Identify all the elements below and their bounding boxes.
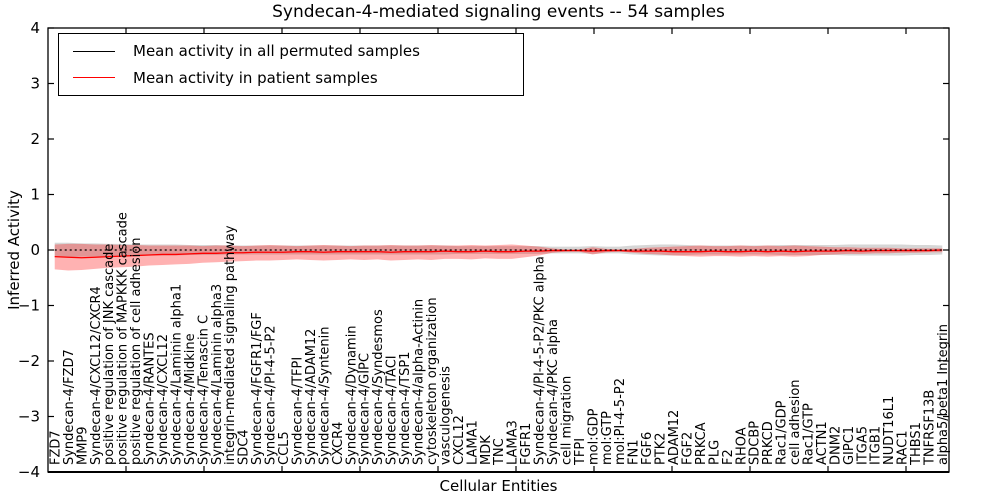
x-tick-label: Syndecan-4/Laminin alpha1 bbox=[169, 284, 184, 465]
x-tick-label: Syndecan-4/TFPI bbox=[290, 357, 305, 465]
x-tick-label: Syndecan-4/Dynamin bbox=[344, 325, 359, 465]
x-tick-label: ADAM12 bbox=[667, 410, 682, 465]
x-tick-label: MDK bbox=[479, 435, 494, 465]
x-tick-label: RHOA bbox=[734, 427, 749, 465]
x-tick-label: PTK2 bbox=[654, 432, 669, 465]
x-tick-label: Syndecan-4/Laminin alpha3 bbox=[210, 284, 225, 465]
x-tick-label: vasculogenesis bbox=[438, 366, 453, 465]
x-tick-label: FZD7 bbox=[48, 430, 63, 465]
y-tick-label: 0 bbox=[30, 241, 40, 259]
x-tick-label: MMP9 bbox=[75, 426, 90, 465]
legend: Mean activity in all permuted samples Me… bbox=[58, 33, 524, 96]
x-tick-label: integrin-mediated signaling pathway bbox=[223, 225, 238, 465]
legend-label-permuted: Mean activity in all permuted samples bbox=[133, 42, 420, 61]
x-axis-title: Cellular Entities bbox=[439, 477, 558, 495]
x-tick-label: ITGA5 bbox=[855, 426, 870, 465]
x-tick-label: Syndecan-4/Syndesmos bbox=[371, 309, 386, 465]
x-tick-label: THBS1 bbox=[909, 422, 924, 466]
legend-item-patient: Mean activity in patient samples bbox=[73, 69, 523, 87]
x-tick-label: cell adhesion bbox=[788, 379, 803, 465]
x-tick-label: positive regulation of JNK cascade bbox=[102, 244, 117, 465]
y-tick-label: 3 bbox=[30, 75, 40, 93]
x-tick-label: PLG bbox=[707, 440, 722, 465]
x-tick-label: Syndecan-4/ADAM12 bbox=[304, 329, 319, 465]
x-tick-label: CCL5 bbox=[277, 431, 292, 465]
x-tick-label: CXCR4 bbox=[331, 422, 346, 465]
y-tick-label: 1 bbox=[30, 186, 40, 204]
x-tick-label: SDC4 bbox=[237, 429, 252, 465]
x-tick-label: Syndecan-4/Tenascin C bbox=[196, 315, 211, 465]
patient-mean-line bbox=[54, 249, 943, 259]
x-tick-label: DNM2 bbox=[828, 426, 843, 465]
x-tick-label: Syndecan-4/RANTES bbox=[143, 332, 158, 465]
x-tick-label: GIPC1 bbox=[842, 426, 857, 465]
y-tick-label: −2 bbox=[18, 352, 40, 370]
legend-item-permuted: Mean activity in all permuted samples bbox=[73, 42, 523, 60]
x-tick-label: Syndecan-4/PI-4-5-P2 bbox=[264, 325, 279, 465]
x-tick-label: mol:GDP bbox=[586, 408, 601, 465]
x-tick-label: TNC bbox=[492, 438, 507, 466]
x-tick-label: CXCL12 bbox=[452, 415, 467, 465]
x-tick-label: ITGB1 bbox=[869, 426, 884, 465]
x-tick-label: LAMA3 bbox=[506, 420, 521, 465]
x-tick-label: FGFR1 bbox=[519, 423, 534, 465]
x-tick-label: cytoskeleton organization bbox=[425, 297, 440, 465]
x-tick-label: Syndecan-4/TACI bbox=[385, 355, 400, 465]
x-tick-label: Syndecan-4/GIPC bbox=[358, 353, 373, 465]
x-tick-label: Syndecan-4/TSP1 bbox=[398, 352, 413, 465]
x-tick-label: Rac1/GTP bbox=[801, 403, 816, 465]
x-tick-label: Syndecan-4/PKC alpha bbox=[546, 319, 561, 465]
x-tick-label: Syndecan-4/FZD7 bbox=[62, 349, 77, 465]
x-tick-label: Rac1/GDP bbox=[775, 400, 790, 465]
patient-range-band bbox=[54, 243, 943, 271]
x-tick-label: Syndecan-4/CXCL12/CXCR4 bbox=[89, 286, 104, 465]
x-tick-label: cell migration bbox=[559, 376, 574, 465]
x-tick-label: NUDT16L1 bbox=[882, 396, 897, 465]
x-tick-label: positive regulation of MAPKKK cascade bbox=[116, 212, 131, 465]
permuted-line-swatch-icon bbox=[73, 50, 115, 52]
y-tick-label: 4 bbox=[30, 19, 40, 37]
x-tick-label: Syndecan-4/PI-4-5-P2/PKC alpha bbox=[533, 256, 548, 465]
x-tick-label: LAMA1 bbox=[465, 420, 480, 465]
y-tick-label: 2 bbox=[30, 130, 40, 148]
x-tick-label: Syndecan-4/Midkine bbox=[183, 333, 198, 465]
y-tick-label: −3 bbox=[18, 408, 40, 426]
x-tick-label: FGF6 bbox=[640, 432, 655, 465]
chart-title: Syndecan-4-mediated signaling events -- … bbox=[272, 2, 725, 22]
x-tick-label: TNFRSF13B bbox=[923, 390, 938, 466]
y-tick-label: −4 bbox=[18, 463, 40, 481]
x-tick-label: alpha5/beta1 Integrin bbox=[936, 324, 951, 465]
y-axis-title: Inferred Activity bbox=[5, 190, 23, 310]
x-tick-label: Syndecan-4/Syntenin bbox=[317, 327, 332, 466]
x-tick-label: ACTN1 bbox=[815, 421, 830, 465]
x-tick-label: Syndecan-4/FGFR1/FGF bbox=[250, 312, 265, 465]
x-tick-label: PRKCA bbox=[694, 422, 709, 465]
x-tick-label: mol:PI-4-5-P2 bbox=[613, 378, 628, 465]
x-tick-label: FGF2 bbox=[680, 432, 695, 465]
x-tick-label: RAC1 bbox=[896, 430, 911, 465]
x-tick-label: FN1 bbox=[627, 440, 642, 465]
x-tick-label: F2 bbox=[721, 449, 736, 465]
x-tick-label: Syndecan-4/alpha-Actinin bbox=[412, 299, 427, 465]
x-tick-label: PRKCD bbox=[761, 421, 776, 465]
x-tick-label: mol:GTP bbox=[600, 411, 615, 465]
legend-label-patient: Mean activity in patient samples bbox=[133, 68, 378, 87]
x-tick-label: TFPI bbox=[573, 438, 588, 466]
x-tick-label: positive regulation of cell adhesion bbox=[129, 238, 144, 465]
y-tick-label: −1 bbox=[18, 297, 40, 315]
patient-line-swatch-icon bbox=[73, 77, 115, 79]
permuted-range-band bbox=[54, 242, 943, 258]
x-tick-label: Syndecan-4/CXCL12 bbox=[156, 334, 171, 465]
x-tick-label: SDCBP bbox=[748, 421, 763, 465]
